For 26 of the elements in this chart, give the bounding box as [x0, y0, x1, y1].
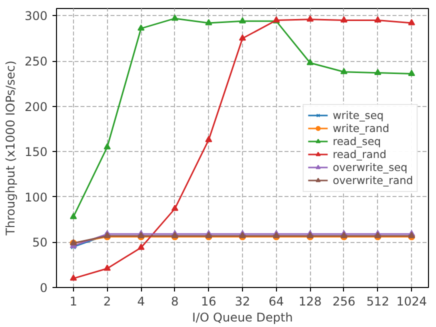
- y-tick-label: 50: [32, 236, 48, 250]
- x-tick-label: 8: [171, 294, 179, 308]
- legend-label: overwrite_rand: [332, 174, 413, 186]
- y-tick-label: 100: [24, 190, 48, 204]
- x-tick-label: 2: [103, 294, 112, 308]
- y-tick-label: 300: [24, 9, 48, 24]
- legend-label: overwrite_seq: [332, 160, 408, 174]
- x-tick-label: 64: [268, 294, 284, 308]
- x-tick-label: 256: [332, 294, 356, 308]
- y-tick-label: 0: [40, 281, 48, 295]
- y-tick-label: 150: [24, 145, 48, 160]
- x-tick-label: 1024: [396, 294, 427, 308]
- x-tick-label: 512: [366, 294, 390, 308]
- x-tick-label: 128: [298, 294, 322, 308]
- x-tick-label: 1: [70, 294, 78, 308]
- x-tick-label: 16: [201, 294, 216, 308]
- legend-label: write_rand: [332, 122, 390, 134]
- x-tick-label: 32: [234, 294, 250, 308]
- x-tick-label: 4: [137, 294, 145, 308]
- legend-label: read_rand: [332, 148, 386, 160]
- y-tick-label: 200: [24, 100, 48, 114]
- y-axis-title: Throughput (x1000 IOPs/sec): [4, 60, 18, 236]
- legend-label: read_seq: [332, 134, 381, 148]
- y-tick-label: 250: [24, 54, 48, 69]
- x-axis-title: I/O Queue Depth: [192, 310, 293, 324]
- legend-label: write_seq: [332, 108, 384, 122]
